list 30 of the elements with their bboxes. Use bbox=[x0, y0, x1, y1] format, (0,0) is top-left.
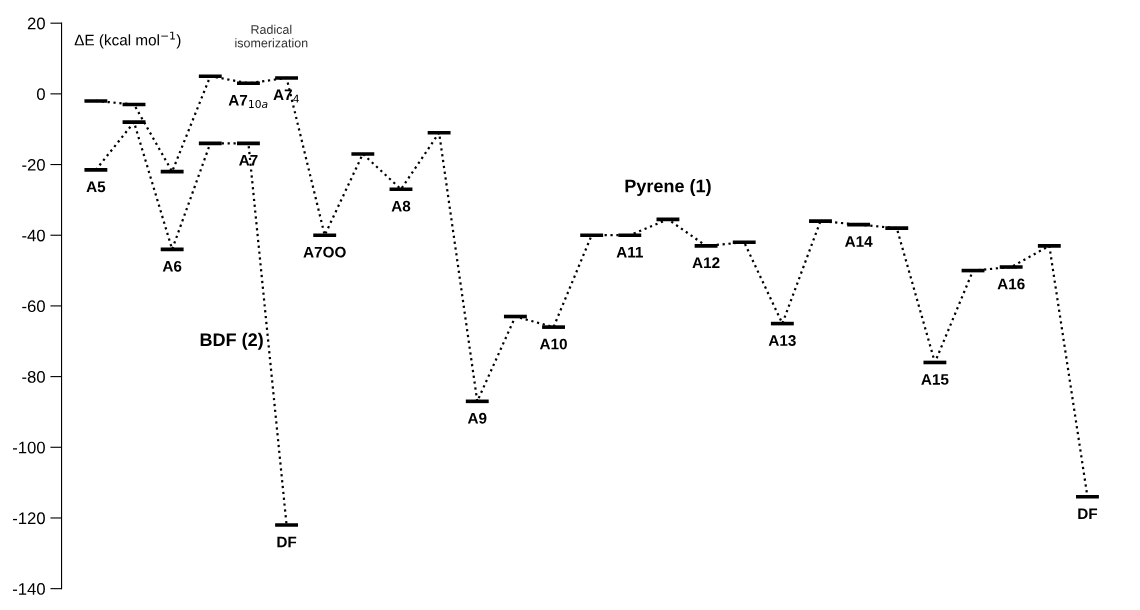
data-label: DF bbox=[277, 536, 297, 548]
data-label: A16 bbox=[997, 278, 1025, 290]
y-tick-label: 20 bbox=[27, 17, 45, 30]
data-label: A13 bbox=[768, 335, 796, 346]
data-label: DF bbox=[1078, 508, 1098, 519]
series-label: BDF (2) bbox=[200, 332, 263, 350]
y-tick-label: -40 bbox=[22, 229, 45, 242]
data-label: A7$_{10a}$ bbox=[228, 94, 268, 109]
data-label: A5 bbox=[86, 181, 106, 193]
y-tick-label: -80 bbox=[22, 371, 45, 383]
data-label: A11 bbox=[616, 246, 643, 258]
data-label: A10 bbox=[539, 338, 567, 350]
data-label: A7$_{4}$ bbox=[273, 89, 299, 103]
annotation: Radical isomerization bbox=[235, 24, 308, 48]
y-tick-label: -60 bbox=[22, 300, 45, 313]
y-tick-label: -100 bbox=[12, 441, 45, 454]
y-tick-label: 0 bbox=[36, 88, 45, 101]
y-axis-title: ΔE (kcal mol$^{−1}$) bbox=[74, 31, 181, 49]
y-tick-label: -20 bbox=[22, 158, 45, 171]
series-label: Pyrene (1) bbox=[625, 179, 711, 196]
data-label: A15 bbox=[921, 374, 949, 385]
data-label: A6 bbox=[162, 260, 182, 272]
y-tick-label: -120 bbox=[12, 512, 45, 525]
data-label: A7 bbox=[239, 155, 258, 166]
y-tick-label: -140 bbox=[12, 583, 45, 595]
data-label: A12 bbox=[692, 257, 720, 269]
data-label: A8 bbox=[391, 200, 411, 212]
data-label: A7OO bbox=[303, 246, 346, 258]
data-label: A9 bbox=[467, 412, 487, 424]
data-label: A14 bbox=[845, 236, 873, 247]
